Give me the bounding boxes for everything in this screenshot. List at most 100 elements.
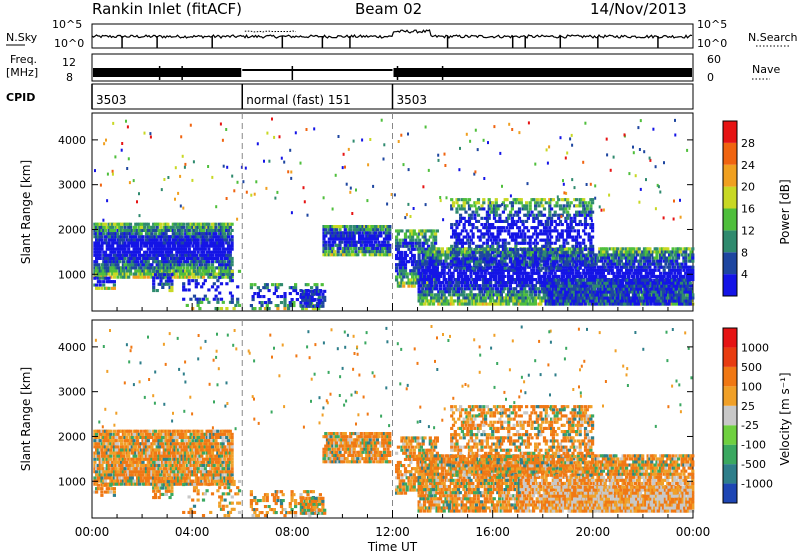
power-cell — [403, 244, 408, 248]
power-cell — [519, 290, 523, 294]
power-cell — [467, 302, 471, 306]
power-cell — [503, 281, 507, 285]
power-cell — [205, 297, 209, 301]
power-cell — [419, 274, 423, 278]
power-cell — [237, 269, 242, 273]
power-cell — [405, 244, 409, 248]
power-cell — [225, 238, 229, 242]
power-cell — [345, 243, 349, 247]
power-cell — [539, 219, 543, 223]
power-cell — [449, 259, 453, 263]
power-cell — [219, 307, 224, 311]
power-cell — [109, 235, 113, 239]
power-cell — [368, 253, 372, 257]
power-cell — [485, 232, 489, 236]
power-cell — [278, 283, 282, 287]
power-cell — [455, 254, 459, 258]
power-cell — [98, 228, 102, 232]
power-cell — [523, 302, 527, 306]
power-cell — [128, 225, 133, 229]
power-cell — [216, 297, 220, 301]
power-cell — [263, 286, 268, 290]
power-cell — [191, 263, 195, 267]
power-cell — [288, 292, 292, 296]
power-cell — [180, 244, 184, 248]
power-cell — [137, 266, 141, 270]
power-cell — [141, 222, 145, 226]
power-cell — [583, 271, 588, 275]
power-cell — [457, 204, 461, 208]
power-cell — [439, 259, 443, 263]
power-cell — [236, 300, 240, 304]
power-cell — [425, 247, 429, 251]
power-cell — [144, 235, 149, 239]
power-cell — [359, 240, 363, 244]
power-cell — [409, 278, 413, 282]
power-cell — [501, 290, 505, 294]
power-cell — [398, 229, 402, 233]
power-cell — [212, 282, 216, 286]
power-cell — [459, 266, 463, 270]
power-cell — [471, 266, 475, 270]
power-cell — [512, 302, 516, 306]
power-cell — [384, 243, 388, 247]
power-cell — [150, 250, 154, 254]
power-cell — [539, 259, 543, 263]
power-cell — [480, 271, 484, 275]
power-cell — [127, 225, 131, 229]
power-cell — [483, 299, 487, 303]
power-cell — [377, 231, 381, 235]
power-cell — [292, 289, 296, 293]
power-cell — [492, 278, 496, 282]
power-cell — [207, 244, 211, 248]
power-cell — [372, 253, 376, 257]
power-cell — [150, 244, 154, 248]
power-cell — [100, 244, 104, 248]
power-cell — [381, 246, 385, 250]
power-cell — [95, 222, 99, 226]
power-cell — [384, 225, 388, 229]
power-cell — [307, 298, 311, 302]
power-cell — [458, 293, 462, 297]
power-cell — [171, 253, 175, 257]
power-cell — [267, 301, 271, 305]
power-cell — [374, 234, 378, 238]
power-cell — [541, 274, 545, 278]
power-cell — [203, 232, 207, 236]
power-cell — [481, 302, 486, 306]
power-cell — [214, 256, 218, 260]
power-cell — [366, 231, 371, 235]
power-cell — [423, 229, 427, 233]
power-cell — [548, 232, 552, 236]
power-cell — [180, 238, 184, 242]
power-cell — [684, 262, 688, 266]
power-cell — [102, 269, 106, 273]
power-cell — [136, 244, 140, 248]
power-cell — [507, 299, 511, 303]
power-cell — [447, 250, 452, 254]
power-cell — [191, 256, 195, 260]
power-cell — [515, 268, 520, 272]
power-cell — [111, 250, 115, 254]
power-cell — [434, 235, 438, 239]
power-cell — [546, 235, 550, 239]
power-cell — [501, 278, 505, 282]
power-cell — [152, 256, 156, 260]
power-cell — [571, 268, 575, 272]
power-cell — [517, 296, 521, 300]
power-cell — [465, 274, 469, 278]
power-cell — [187, 225, 191, 229]
power-cell — [433, 253, 437, 257]
power-cell — [116, 244, 120, 248]
power-cell — [386, 250, 390, 254]
power-cell — [550, 266, 554, 270]
power-cell — [187, 235, 191, 239]
power-cell — [185, 225, 190, 229]
power-cell — [381, 250, 385, 254]
power-cell — [134, 244, 138, 248]
power-cell — [457, 198, 461, 202]
power-cell — [494, 284, 498, 288]
power-cell — [535, 268, 539, 272]
power-cell — [548, 210, 552, 214]
power-cell — [524, 250, 529, 254]
